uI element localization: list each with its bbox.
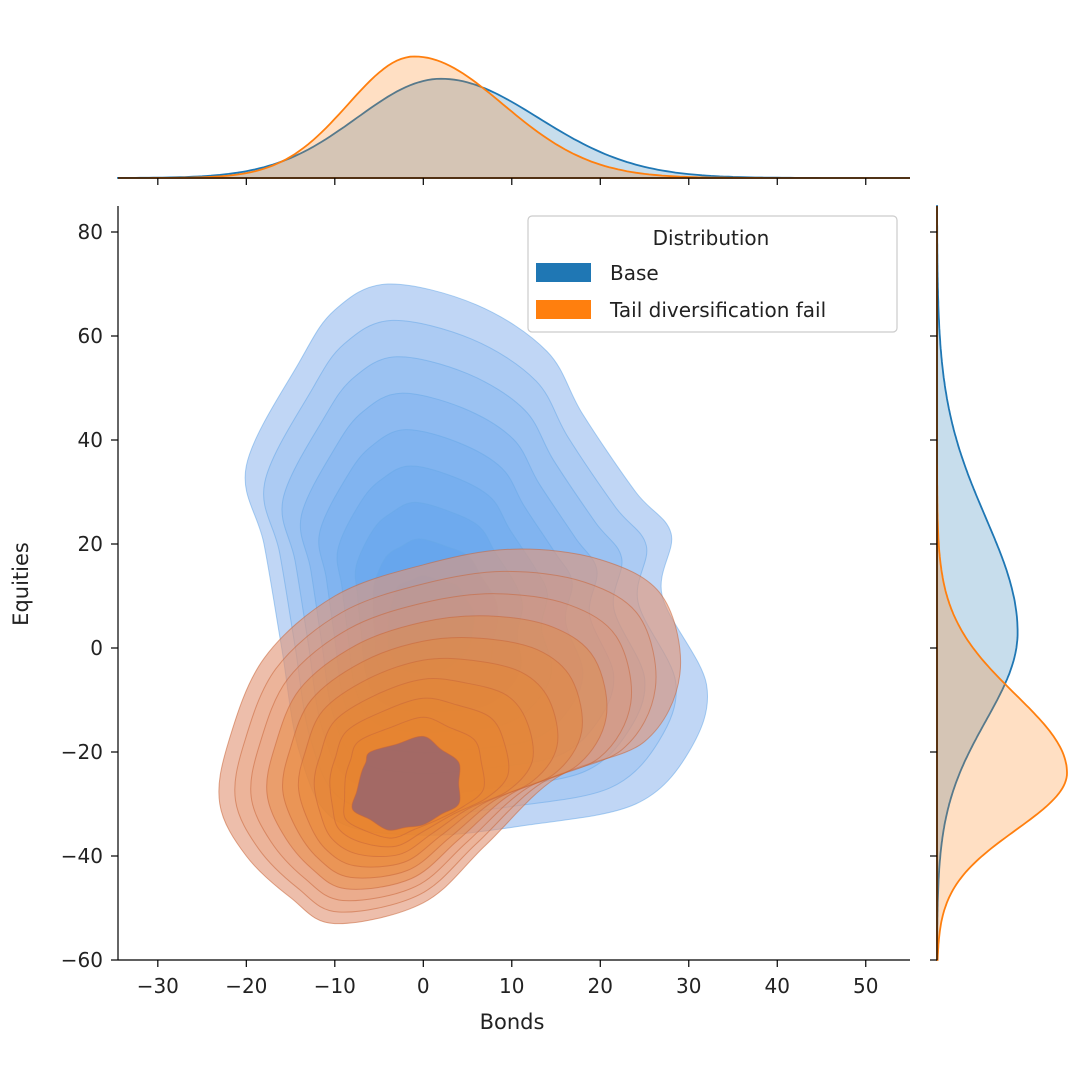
legend-swatch-base [536,263,591,282]
legend-title: Distribution [653,226,770,250]
right-marginal-base-density [936,205,1019,961]
y-tick-label: −40 [61,844,103,868]
x-tick-label: 30 [676,974,701,998]
joint-plot-area [218,283,708,925]
x-ticks: −30 −20 −10 0 10 20 30 40 50 [137,960,878,998]
legend-label-tail: Tail diversification fail [609,298,826,322]
x-tick-label: 20 [588,974,613,998]
top-marginal-tail-density [118,55,910,179]
y-tick-label: 20 [78,532,103,556]
x-tick-label: −20 [225,974,267,998]
x-tick-label: 50 [853,974,878,998]
right-marginal-ticks [930,231,937,961]
right-marginal-plot [936,205,1068,961]
x-tick-label: 40 [765,974,790,998]
top-marginal-ticks [157,178,867,185]
y-tick-label: 60 [78,324,103,348]
axes: −30 −20 −10 0 10 20 30 40 50 −60 −40 −20 0 20 40 60 80 [61,177,938,998]
x-tick-label: 0 [417,974,430,998]
tail-density-contours [218,548,681,925]
top-marginal-plot [117,55,910,179]
y-tick-label: 80 [78,220,103,244]
y-axis-label: Equities [9,542,33,626]
y-tick-label: −60 [61,948,103,972]
tail-contour-level-10 [351,735,461,831]
legend-swatch-tail [536,300,591,319]
y-tick-label: 0 [90,636,103,660]
x-tick-label: −30 [137,974,179,998]
y-tick-label: −20 [61,740,103,764]
legend-label-base: Base [610,261,659,285]
x-axis-label: Bonds [480,1010,545,1034]
y-tick-label: 40 [78,428,103,452]
x-tick-label: −10 [314,974,356,998]
x-tick-label: 10 [499,974,524,998]
legend: Distribution Base Tail diversification f… [527,215,898,333]
y-ticks: −60 −40 −20 0 20 40 60 80 [61,220,118,972]
legend-frame [527,215,898,333]
